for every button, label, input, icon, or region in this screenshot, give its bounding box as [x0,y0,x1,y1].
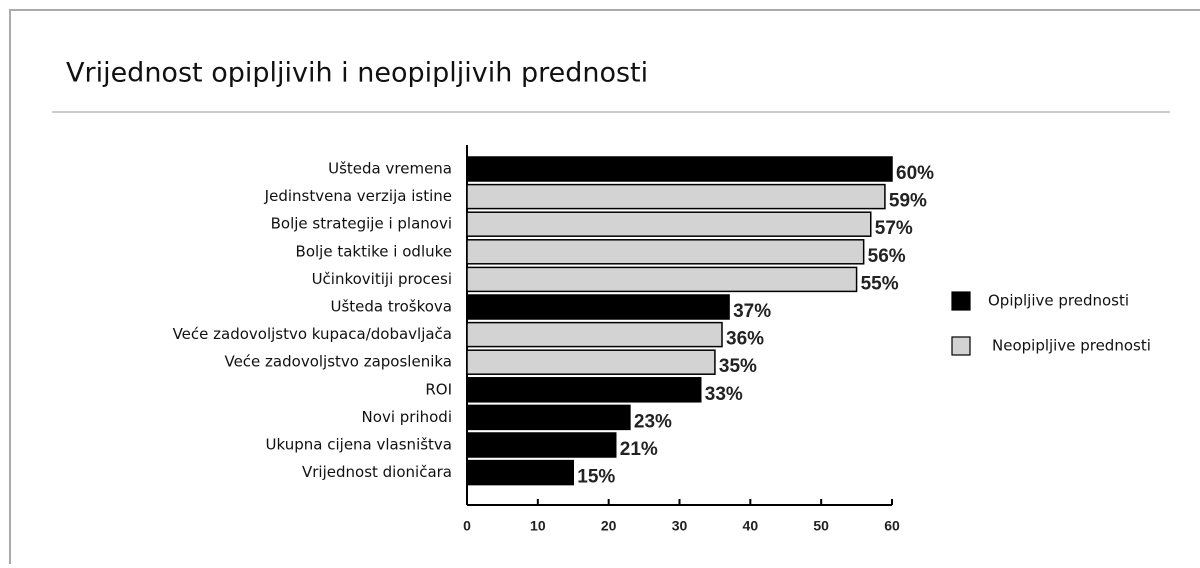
category-label: Novi prihodi [362,408,452,426]
category-label: Bolje strategije i planovi [271,215,452,233]
chart-title: Vrijednost opipljivih i neopipljivih pre… [66,58,648,89]
frame [9,9,1200,564]
x-tick-label: 20 [601,518,617,534]
bar [466,404,631,431]
bar [466,349,716,375]
x-tick-label: 0 [463,518,471,534]
bar [466,266,858,293]
category-label: Vrijednost dioničara [302,463,452,481]
bar [466,183,886,210]
category-label: Ukupna cijena vlasništva [266,436,452,454]
bar [466,377,702,403]
value-label: 56% [868,246,906,267]
category-label: ROI [425,380,452,398]
legend-swatch [951,336,971,356]
category-label: Bolje taktike i odluke [296,242,452,260]
category-label: Ušteda troškova [331,298,453,316]
bar [466,211,872,237]
bar [466,459,574,486]
value-label: 23% [634,411,672,432]
bar [466,294,730,320]
legend-label: Neopipljive prednosti [992,337,1151,355]
bar [466,432,617,458]
bar [466,321,723,348]
value-label: 55% [861,273,899,294]
x-tick-label: 10 [530,518,546,534]
bar [466,239,865,265]
value-label: 35% [719,356,757,377]
value-label: 21% [620,439,658,460]
bar [466,156,893,182]
category-label: Veće zadovoljstvo zaposlenika [224,353,452,371]
category-label: Jedinstvena verzija istine [264,187,452,205]
value-label: 59% [889,191,927,212]
legend-label: Opipljive prednosti [988,292,1129,310]
value-label: 15% [577,467,615,488]
x-tick-label: 50 [813,518,829,534]
category-label: Učinkovitiji procesi [312,270,452,288]
category-label: Ušteda vremena [328,160,452,178]
x-tick-label: 30 [672,518,688,534]
value-label: 60% [896,163,934,184]
x-tick-label: 40 [743,518,759,534]
value-label: 57% [875,218,913,239]
value-label: 36% [726,329,764,350]
category-label: Veće zadovoljstvo kupaca/dobavljača [173,325,452,343]
value-label: 33% [705,384,743,405]
x-tick-label: 60 [884,518,900,534]
value-label: 37% [733,301,771,322]
legend-swatch [951,291,971,311]
